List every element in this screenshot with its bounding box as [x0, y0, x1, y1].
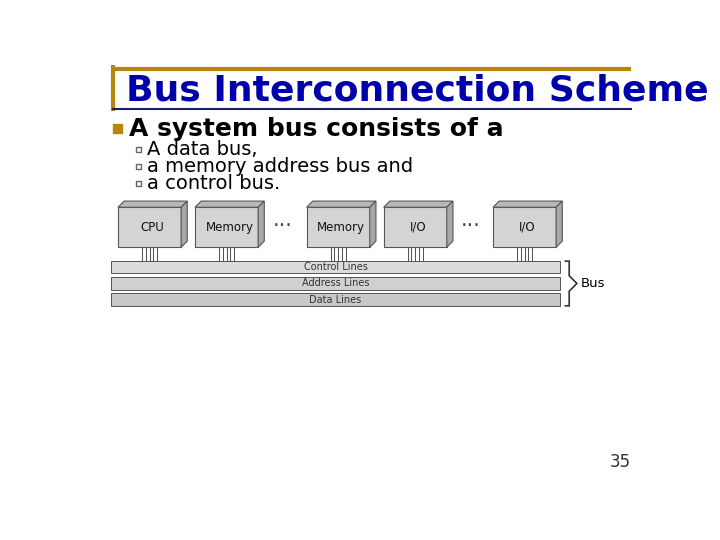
- Bar: [195, 207, 258, 247]
- Polygon shape: [493, 201, 562, 207]
- Bar: [137, 147, 141, 152]
- Text: 35: 35: [610, 454, 631, 471]
- Text: Control Lines: Control Lines: [304, 262, 367, 272]
- Polygon shape: [447, 201, 453, 247]
- Text: Memory: Memory: [318, 221, 365, 234]
- Text: Data Lines: Data Lines: [310, 295, 361, 305]
- Text: ···: ···: [461, 215, 480, 236]
- Text: a memory address bus and: a memory address bus and: [148, 157, 413, 176]
- Polygon shape: [181, 201, 187, 247]
- Polygon shape: [118, 201, 187, 207]
- Bar: [137, 181, 141, 186]
- Bar: [111, 261, 560, 273]
- Bar: [493, 207, 556, 247]
- Polygon shape: [370, 201, 376, 247]
- Bar: [113, 125, 122, 133]
- Text: A system bus consists of a: A system bus consists of a: [129, 117, 503, 141]
- Text: CPU: CPU: [140, 221, 164, 234]
- Text: Address Lines: Address Lines: [302, 279, 369, 288]
- Polygon shape: [556, 201, 562, 247]
- Bar: [111, 278, 560, 289]
- Text: Memory: Memory: [206, 221, 253, 234]
- Polygon shape: [258, 201, 264, 247]
- Polygon shape: [195, 201, 264, 207]
- Bar: [118, 207, 181, 247]
- Bar: [307, 207, 370, 247]
- Bar: [111, 294, 560, 306]
- Text: I/O: I/O: [410, 221, 426, 234]
- Text: ···: ···: [273, 215, 293, 236]
- Bar: [137, 164, 141, 168]
- Text: A data bus,: A data bus,: [148, 140, 258, 159]
- Text: Bus: Bus: [581, 277, 606, 290]
- Polygon shape: [384, 201, 453, 207]
- Text: a control bus.: a control bus.: [148, 174, 281, 193]
- Polygon shape: [307, 201, 376, 207]
- Text: I/O: I/O: [519, 221, 536, 234]
- Text: Bus Interconnection Scheme: Bus Interconnection Scheme: [127, 73, 709, 107]
- Bar: [384, 207, 447, 247]
